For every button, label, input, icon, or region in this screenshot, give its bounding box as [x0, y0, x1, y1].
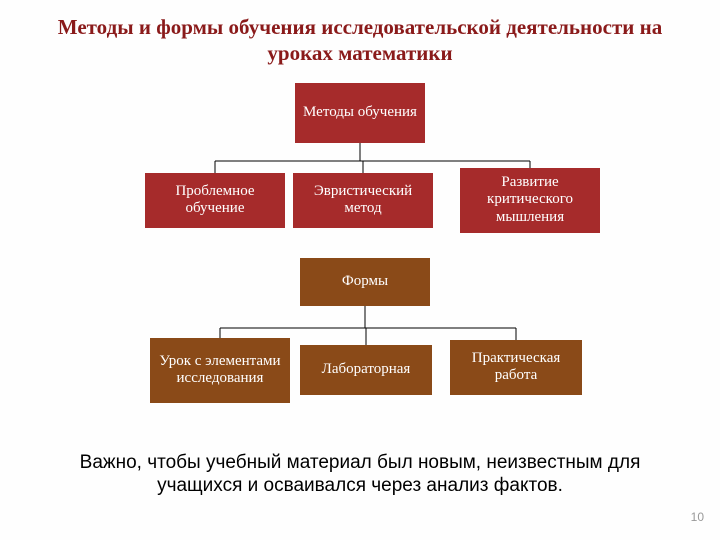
node-lab: Лабораторная — [300, 345, 432, 395]
hierarchy-diagram: Методы обученияПроблемное обучениеЭврист… — [0, 73, 720, 443]
page-number: 10 — [691, 510, 704, 524]
node-critical: Развитие критического мышления — [460, 168, 600, 233]
node-forms: Формы — [300, 258, 430, 306]
node-heuristic: Эвристический метод — [293, 173, 433, 228]
page-title: Методы и формы обучения исследовательско… — [0, 0, 720, 73]
footer-note: Важно, чтобы учебный материал был новым,… — [0, 443, 720, 499]
node-problem: Проблемное обучение — [145, 173, 285, 228]
node-practical: Практическая работа — [450, 340, 582, 395]
node-methods: Методы обучения — [295, 83, 425, 143]
node-lesson: Урок с элементами исследования — [150, 338, 290, 403]
